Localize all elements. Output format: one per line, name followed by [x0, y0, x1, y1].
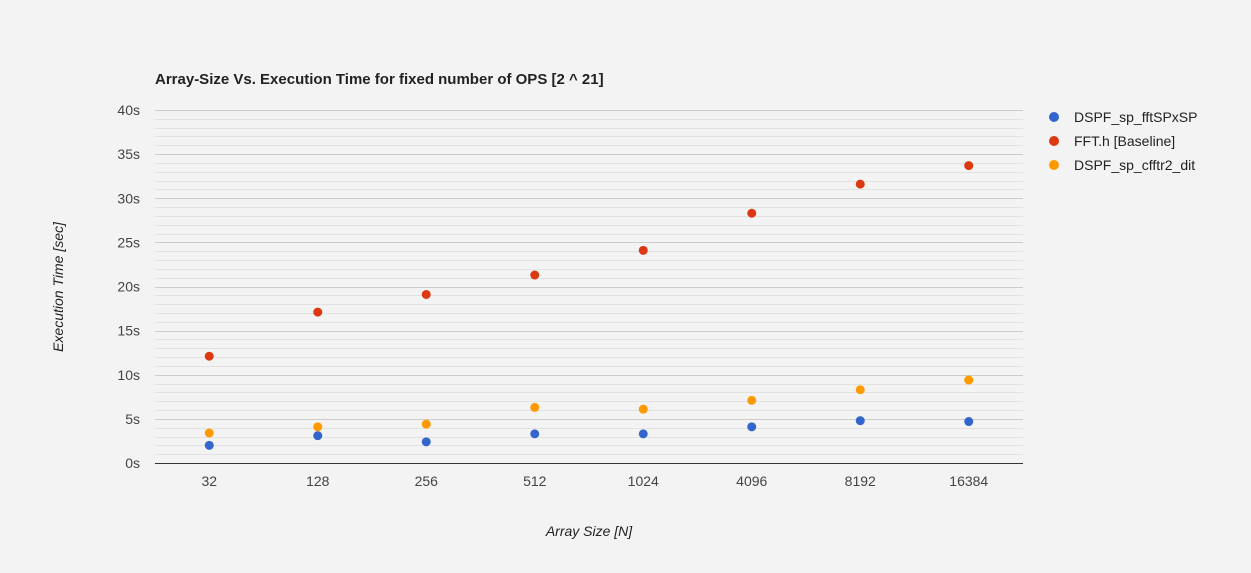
point-dspf-sp-fftspxsp-4096[interactable] — [747, 422, 757, 432]
point-dspf-sp-cfftr2-dit-4096[interactable] — [747, 395, 757, 405]
y-axis-title: Execution Time [sec] — [50, 221, 66, 352]
point-fft-h-baseline-4096[interactable] — [747, 208, 757, 218]
x-tick-label: 32 — [201, 473, 217, 489]
point-fft-h-baseline-128[interactable] — [313, 307, 323, 317]
point-fft-h-baseline-256[interactable] — [421, 289, 431, 299]
point-dspf-sp-fftspxsp-16384[interactable] — [964, 417, 974, 427]
point-dspf-sp-fftspxsp-128[interactable] — [313, 431, 323, 441]
legend-item[interactable]: DSPF_sp_fftSPxSP — [1049, 109, 1197, 125]
chart-title: Array-Size Vs. Execution Time for fixed … — [155, 71, 604, 88]
y-tick-label: 15s — [117, 323, 140, 339]
x-tick-label: 1024 — [628, 473, 659, 489]
y-tick-label: 35s — [117, 146, 140, 162]
y-tick-label: 25s — [117, 234, 140, 250]
x-tick-label: 256 — [415, 473, 439, 489]
point-fft-h-baseline-16384[interactable] — [964, 161, 974, 171]
point-dspf-sp-cfftr2-dit-8192[interactable] — [855, 385, 865, 395]
x-tick-label: 8192 — [845, 473, 876, 489]
grid-lines — [155, 110, 1023, 455]
y-tick-label: 30s — [117, 190, 140, 206]
point-fft-h-baseline-32[interactable] — [204, 351, 214, 361]
point-dspf-sp-fftspxsp-512[interactable] — [530, 429, 540, 439]
legend-marker-fft-h-baseline — [1049, 136, 1059, 146]
point-dspf-sp-fftspxsp-1024[interactable] — [638, 429, 648, 439]
point-fft-h-baseline-512[interactable] — [530, 270, 540, 280]
y-tick-label: 40s — [117, 102, 140, 118]
point-fft-h-baseline-1024[interactable] — [638, 245, 648, 255]
legend-label: DSPF_sp_cfftr2_dit — [1074, 157, 1195, 173]
x-axis-tick-labels: 32 128 256 512 1024 4096 8192 16384 — [201, 473, 988, 489]
point-dspf-sp-fftspxsp-256[interactable] — [421, 437, 431, 447]
legend: DSPF_sp_fftSPxSP FFT.h [Baseline] DSPF_s… — [1049, 109, 1197, 173]
legend-label: FFT.h [Baseline] — [1074, 133, 1175, 149]
legend-item[interactable]: DSPF_sp_cfftr2_dit — [1049, 157, 1195, 173]
y-tick-label: 20s — [117, 279, 140, 295]
legend-item[interactable]: FFT.h [Baseline] — [1049, 133, 1175, 149]
x-tick-label: 4096 — [736, 473, 767, 489]
legend-marker-dspf-sp-cfftr2-dit — [1049, 160, 1059, 170]
point-fft-h-baseline-8192[interactable] — [855, 179, 865, 189]
point-dspf-sp-cfftr2-dit-32[interactable] — [204, 428, 214, 438]
point-dspf-sp-fftspxsp-32[interactable] — [204, 440, 214, 450]
legend-marker-dspf-sp-fftspxsp — [1049, 112, 1059, 122]
y-axis-tick-labels: 0s 5s 10s 15s 20s 25s 30s 35s 40s — [117, 102, 140, 471]
point-dspf-sp-cfftr2-dit-16384[interactable] — [964, 375, 974, 385]
point-dspf-sp-cfftr2-dit-256[interactable] — [421, 419, 431, 429]
y-tick-label: 5s — [125, 411, 140, 427]
data-points — [204, 161, 974, 450]
point-dspf-sp-fftspxsp-8192[interactable] — [855, 416, 865, 426]
x-axis-title: Array Size [N] — [545, 523, 633, 539]
x-tick-label: 128 — [306, 473, 330, 489]
x-tick-label: 512 — [523, 473, 547, 489]
point-dspf-sp-cfftr2-dit-512[interactable] — [530, 402, 540, 412]
y-tick-label: 0s — [125, 455, 140, 471]
y-tick-label: 10s — [117, 367, 140, 383]
x-tick-label: 16384 — [949, 473, 988, 489]
legend-label: DSPF_sp_fftSPxSP — [1074, 109, 1197, 125]
point-dspf-sp-cfftr2-dit-1024[interactable] — [638, 404, 648, 414]
point-dspf-sp-cfftr2-dit-128[interactable] — [313, 422, 323, 432]
